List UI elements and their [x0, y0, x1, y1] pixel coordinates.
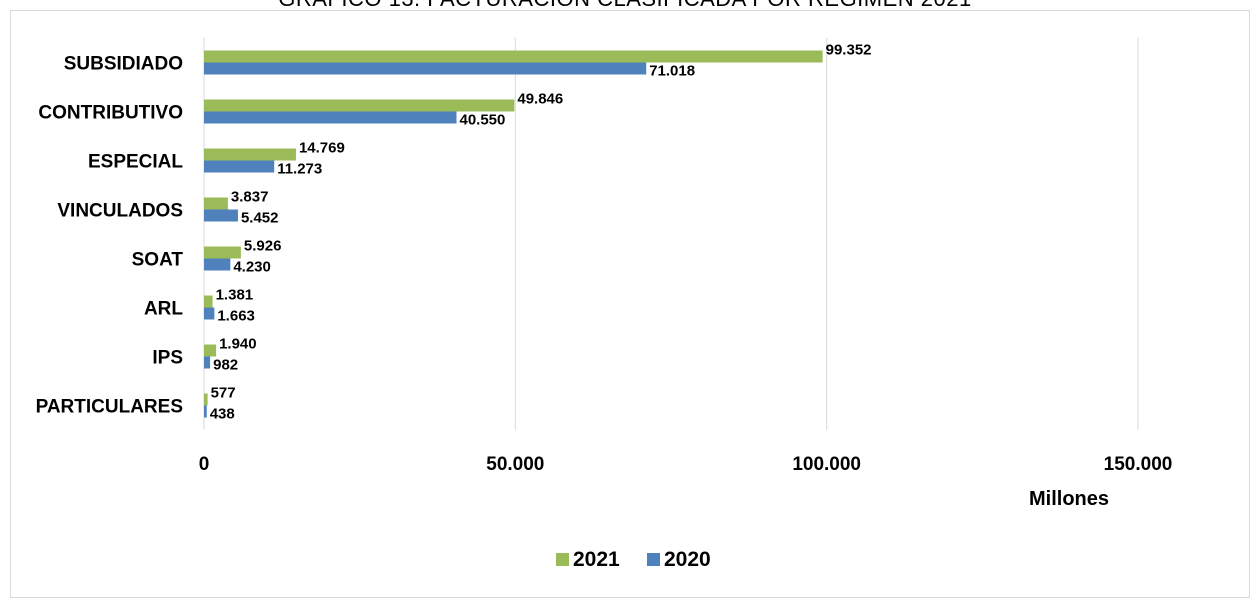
- bar-2021: [204, 50, 823, 63]
- data-label-2021: 3.837: [231, 189, 269, 206]
- data-label-2020: 71.018: [649, 63, 695, 80]
- legend-label: 2020: [664, 548, 711, 571]
- data-label-2020: 5.452: [241, 210, 279, 227]
- category-label: SOAT: [132, 250, 184, 271]
- data-labels: 577 438 1.940 982 1.381 1.663 5.926 4.230 3.837 5…: [210, 42, 872, 423]
- data-label-2020: 11.273: [277, 161, 322, 178]
- bar-2020: [204, 111, 457, 124]
- x-tick-labels: 0 50.000 100.000 150.000: [199, 454, 1173, 475]
- bar-2021: [204, 344, 217, 357]
- bar-2021: [204, 246, 241, 259]
- data-label-2021: 99.352: [826, 42, 872, 59]
- x-tick-label: 50.000: [486, 454, 544, 475]
- legend: 2021 2020: [556, 548, 711, 571]
- bar-2020: [204, 307, 215, 320]
- data-label-2020: 438: [210, 406, 235, 423]
- category-label: IPS: [152, 348, 183, 369]
- category-label: ARL: [144, 299, 183, 320]
- bar-2021: [204, 393, 208, 406]
- data-label-2021: 5.926: [244, 238, 282, 255]
- legend-swatch: [556, 553, 569, 566]
- data-label-2020: 40.550: [459, 112, 505, 129]
- data-label-2020: 1.663: [217, 308, 255, 325]
- data-label-2020: 4.230: [233, 259, 271, 276]
- category-label: ESPECIAL: [88, 152, 183, 173]
- bar-2020: [204, 160, 275, 173]
- data-label-2021: 1.381: [216, 287, 254, 304]
- data-label-2021: 577: [211, 385, 236, 402]
- x-tick-label: 0: [199, 454, 210, 475]
- bar-2021: [204, 197, 228, 210]
- category-label: PARTICULARES: [36, 397, 183, 418]
- data-label-2021: 1.940: [219, 336, 257, 353]
- x-unit-label: Millones: [1029, 488, 1109, 510]
- bar-2020: [204, 62, 647, 75]
- data-label-2020: 982: [213, 357, 238, 374]
- chart-title: GRAFICO 13. FACTURACIÓN CLASIFICADA POR …: [0, 0, 1250, 12]
- category-label: VINCULADOS: [57, 201, 183, 222]
- category-label: CONTRIBUTIVO: [38, 103, 183, 124]
- bar-2020: [204, 258, 231, 271]
- gridlines: [203, 38, 1139, 430]
- bar-2020: [204, 209, 238, 222]
- bar-2021: [204, 99, 515, 112]
- legend-label: 2021: [573, 548, 620, 571]
- legend-swatch: [647, 553, 660, 566]
- category-label: SUBSIDIADO: [64, 54, 183, 75]
- bar-2021: [204, 148, 296, 161]
- data-label-2021: 14.769: [299, 140, 345, 157]
- x-tick-label: 150.000: [1104, 454, 1173, 475]
- data-label-2021: 49.846: [517, 91, 563, 108]
- x-tick-label: 100.000: [792, 454, 861, 475]
- bar-2020: [204, 356, 211, 369]
- bar-2020: [204, 405, 207, 418]
- category-labels: PARTICULARES IPS ARL SOAT VINCULADOS ESPECIAL…: [36, 54, 184, 418]
- bars: [204, 50, 823, 418]
- bar-2021: [204, 295, 213, 308]
